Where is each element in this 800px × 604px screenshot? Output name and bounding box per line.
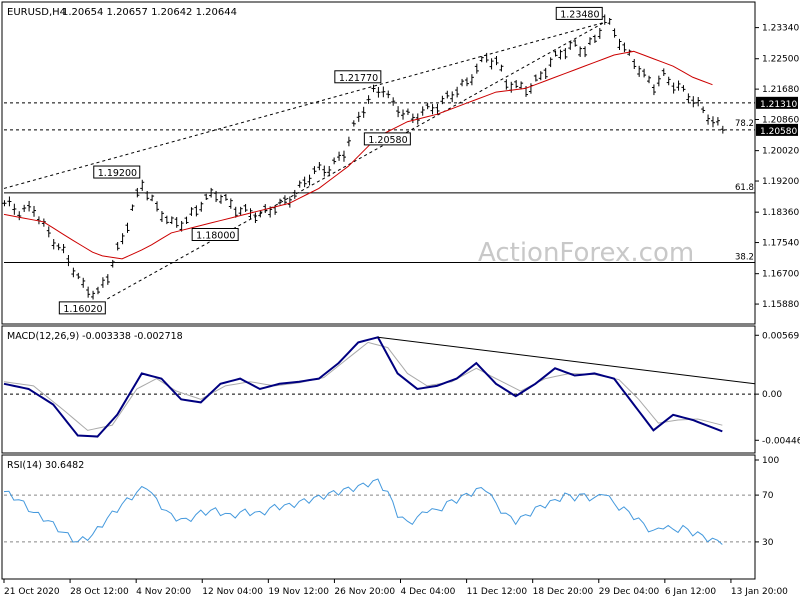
price-axis-label: 1.16700 bbox=[762, 270, 799, 280]
price-callout-box bbox=[555, 6, 603, 20]
price-axis-label: 1.20020 bbox=[762, 147, 799, 157]
macd-axis-label: 0.00 bbox=[762, 390, 782, 400]
price-axis-label: 1.20860 bbox=[762, 116, 799, 126]
macd-trendline bbox=[377, 336, 756, 385]
price-axis-label: 1.18360 bbox=[762, 208, 799, 218]
chart-ohlc: 1.20654 1.20657 1.20642 1.20644 bbox=[62, 7, 237, 18]
price-callout-box bbox=[58, 301, 106, 315]
rsi-line bbox=[3, 478, 723, 545]
watermark: ActionForex.com bbox=[478, 238, 694, 268]
fibonacci-level-label: 78.2 bbox=[735, 119, 754, 129]
rsi-axis-label: 70 bbox=[762, 491, 774, 501]
time-axis-label: 12 Nov 04:00 bbox=[202, 587, 263, 597]
macd-axis-label: 0.00569 bbox=[762, 331, 799, 341]
macd-line bbox=[3, 336, 723, 438]
fibonacci-level-label: 61.8 bbox=[735, 183, 754, 193]
chart-symbol: EURUSD,H4 bbox=[7, 7, 66, 18]
price-level-tag bbox=[756, 123, 798, 136]
price-callout-box bbox=[334, 70, 382, 84]
rsi-pane bbox=[1, 454, 756, 580]
time-axis-label: 13 Jan 20:00 bbox=[731, 587, 788, 597]
time-axis-label: 11 Dec 12:00 bbox=[467, 587, 528, 597]
macd-axis-label: -0.00446 bbox=[762, 436, 800, 446]
fibonacci-level-label: 38.2 bbox=[735, 253, 754, 263]
time-axis-label: 28 Oct 12:00 bbox=[70, 587, 129, 597]
price-axis-label: 1.23340 bbox=[762, 24, 799, 34]
time-axis-label: 29 Dec 04:00 bbox=[599, 587, 660, 597]
time-axis-label: 26 Nov 20:00 bbox=[334, 587, 395, 597]
price-callout-box bbox=[93, 165, 141, 179]
price-callout: 1.18000 bbox=[196, 231, 235, 242]
price-callout: 1.20580 bbox=[368, 135, 407, 146]
rsi-axis-label: 100 bbox=[762, 456, 779, 466]
macd-pane bbox=[1, 325, 756, 454]
time-axis-label: 19 Nov 12:00 bbox=[268, 587, 329, 597]
price-pane bbox=[1, 1, 756, 325]
time-axis-label: 6 Jan 12:00 bbox=[665, 587, 717, 597]
time-axis-label: 4 Dec 04:00 bbox=[401, 587, 456, 597]
price-level-tag-label: 1.20580 bbox=[760, 127, 797, 137]
price-level-tag bbox=[756, 96, 798, 109]
macd-title: MACD(12,26,9) -0.003338 -0.002718 bbox=[7, 331, 183, 342]
price-callout: 1.19200 bbox=[98, 168, 137, 179]
channel-trendline bbox=[107, 21, 605, 300]
price-axis-label: 1.21680 bbox=[762, 85, 799, 95]
channel-trendline bbox=[3, 21, 605, 189]
price-callout: 1.21770 bbox=[339, 73, 378, 84]
price-level-tag-label: 1.21310 bbox=[760, 100, 797, 110]
moving-average-line bbox=[3, 50, 713, 260]
time-axis-label: 21 Oct 2020 bbox=[4, 587, 60, 597]
price-callout: 1.16020 bbox=[63, 304, 102, 315]
rsi-title: RSI(14) 30.6482 bbox=[7, 460, 84, 471]
price-axis-label: 1.15880 bbox=[762, 300, 799, 310]
time-axis-label: 4 Nov 20:00 bbox=[136, 587, 191, 597]
price-axis-label: 1.22500 bbox=[762, 55, 799, 65]
price-axis-label: 1.17540 bbox=[762, 239, 799, 249]
price-callout-box bbox=[363, 132, 411, 146]
price-callout: 1.23480 bbox=[560, 9, 599, 20]
time-axis-label: 18 Dec 20:00 bbox=[533, 587, 594, 597]
rsi-axis-label: 30 bbox=[762, 538, 774, 548]
price-callout-box bbox=[191, 228, 239, 241]
price-axis-label: 1.19200 bbox=[762, 177, 799, 187]
